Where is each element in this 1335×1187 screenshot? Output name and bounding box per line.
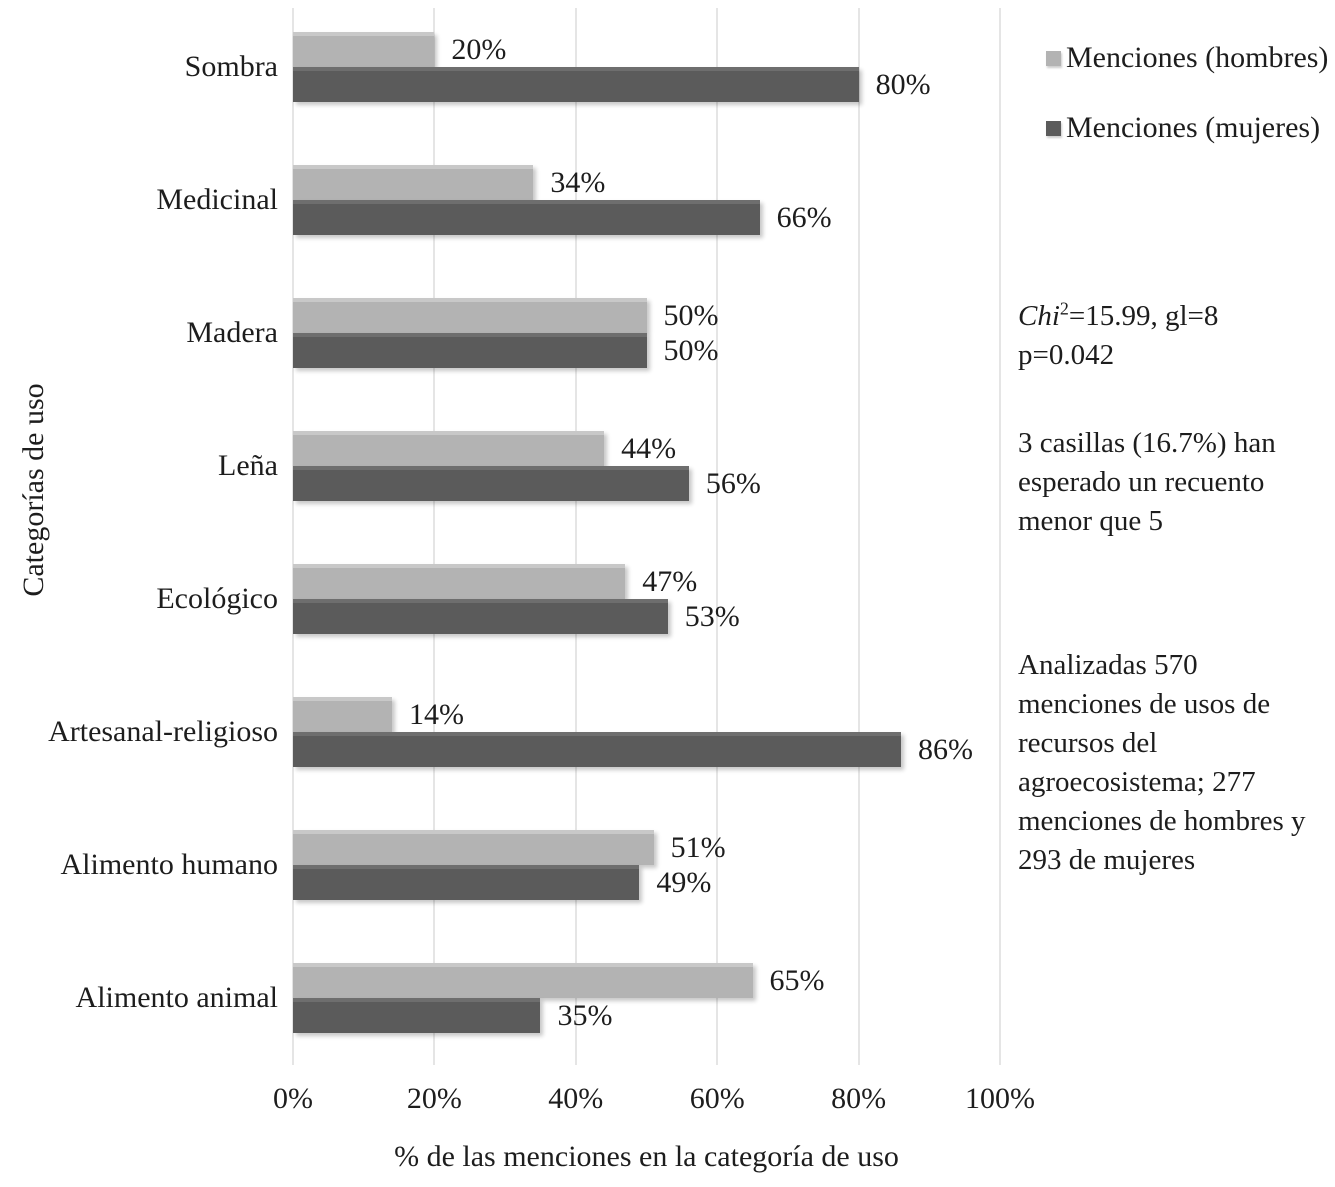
stats-chi-line: Chi2=15.99, gl=8 xyxy=(1018,297,1318,336)
value-label: 14% xyxy=(408,697,464,731)
note-analizadas: Analizadas 570 menciones de usos de recu… xyxy=(1018,649,1306,876)
bar-hombres xyxy=(293,697,392,732)
chi-symbol: Chi xyxy=(1018,300,1060,332)
x-tick-label-100%: 100% xyxy=(965,1082,1035,1115)
value-label: 50% xyxy=(663,333,719,367)
stats-p-line: p=0.042 xyxy=(1018,339,1115,371)
value-label: 80% xyxy=(875,67,931,101)
gridline-0% xyxy=(292,8,294,1065)
bar-hombres xyxy=(293,298,647,333)
legend-label-mujeres: Menciones (mujeres) xyxy=(1066,111,1321,144)
x-tick-label-60%: 60% xyxy=(689,1082,745,1115)
value-label: 49% xyxy=(656,865,712,899)
category-label: Ecológico xyxy=(156,582,278,615)
value-label: 53% xyxy=(684,599,740,633)
x-tick-label-80%: 80% xyxy=(831,1082,887,1115)
gridline-20% xyxy=(433,8,436,1065)
bar-mujeres xyxy=(293,466,689,501)
legend-swatch-mujeres xyxy=(1046,120,1061,136)
note-casillas: 3 casillas (16.7%) han esperado un recue… xyxy=(1018,427,1276,537)
legend-swatch-hombres xyxy=(1046,50,1061,66)
value-label: 51% xyxy=(670,830,726,864)
x-axis-title: % de las menciones en la categoría de us… xyxy=(394,1140,899,1173)
bar-hombres xyxy=(293,431,605,466)
bar-mujeres xyxy=(293,200,760,235)
value-label: 47% xyxy=(642,564,698,598)
category-label: Leña xyxy=(218,449,278,482)
value-label: 86% xyxy=(918,732,974,766)
chi-exponent: 2 xyxy=(1059,298,1069,319)
value-label: 35% xyxy=(557,998,613,1032)
bar-mujeres xyxy=(293,333,647,368)
gridline-40% xyxy=(574,8,577,1065)
bar-hombres xyxy=(293,830,654,865)
bar-mujeres xyxy=(293,865,640,900)
legend-item-hombres: Menciones (hombres) xyxy=(1046,41,1328,75)
y-axis-title: Categorías de uso xyxy=(17,383,50,597)
bar-mujeres xyxy=(293,998,541,1033)
value-label: 50% xyxy=(663,298,719,332)
bar-hombres xyxy=(293,32,435,67)
category-label: Madera xyxy=(186,316,278,349)
bar-hombres xyxy=(293,963,753,998)
bar-hombres xyxy=(293,564,626,599)
legend-item-mujeres: Menciones (mujeres) xyxy=(1046,111,1320,145)
gridline-60% xyxy=(716,8,719,1065)
stats-annotation: Chi2=15.99, gl=8 p=0.042 xyxy=(1018,297,1318,375)
x-tick-label-20%: 20% xyxy=(406,1082,462,1115)
chi-value: =15.99, gl=8 xyxy=(1068,300,1219,332)
value-label: 44% xyxy=(621,431,677,465)
bar-hombres xyxy=(293,165,534,200)
category-label: Artesanal-religioso xyxy=(48,715,278,748)
category-label: Medicinal xyxy=(156,183,278,216)
legend-label-hombres: Menciones (hombres) xyxy=(1066,41,1329,74)
bar-mujeres xyxy=(293,599,668,634)
gridline-100% xyxy=(999,8,1001,1065)
x-tick-label-0%: 0% xyxy=(273,1082,313,1115)
bar-mujeres xyxy=(293,67,859,102)
value-label: 56% xyxy=(705,466,761,500)
x-tick-label-40%: 40% xyxy=(548,1082,604,1115)
category-label: Alimento animal xyxy=(75,981,278,1014)
category-label: Sombra xyxy=(184,50,278,83)
value-label: 20% xyxy=(451,32,507,66)
value-label: 65% xyxy=(769,963,825,997)
category-label: Alimento humano xyxy=(60,848,278,881)
gridline-80% xyxy=(857,8,860,1065)
value-label: 66% xyxy=(776,200,832,234)
bar-mujeres xyxy=(293,732,902,767)
value-label: 34% xyxy=(550,165,606,199)
